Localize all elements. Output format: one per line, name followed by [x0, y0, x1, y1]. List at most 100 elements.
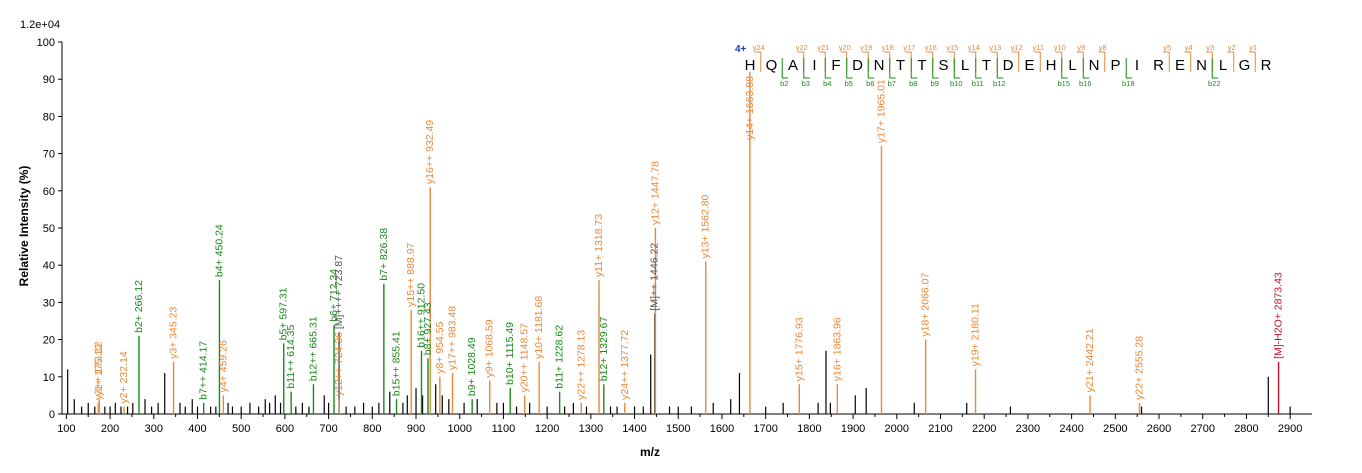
peptide-residue: N [1196, 57, 1207, 74]
peptide-residue: T [917, 57, 926, 74]
y-ion-label: y11 [1032, 43, 1044, 52]
peptide-residue: T [896, 57, 905, 74]
peak-label: y3++ 173.12 [92, 341, 104, 400]
y-tick-label: 40 [43, 260, 55, 272]
peptide-residue: F [831, 57, 840, 74]
peak-label: y22+ 2555.28 [1133, 336, 1145, 400]
peak-label: y9+ 1068.59 [484, 319, 496, 377]
peptide-residue: D [852, 57, 863, 74]
b-ion-label: b6 [866, 79, 874, 88]
y-ion-label: y8 [1099, 43, 1107, 52]
y-ion-bracket [819, 51, 826, 72]
x-tick-label: 2500 [1103, 423, 1127, 435]
peptide-residue: A [788, 57, 798, 74]
y-ion-bracket [1012, 51, 1020, 72]
y-ion-bracket [1034, 51, 1041, 72]
x-tick-label: 2800 [1234, 423, 1258, 435]
peak-label: y1+ 175.12 [93, 344, 105, 396]
y-ion-label: y18 [882, 43, 894, 52]
b-ion-bracket [975, 58, 982, 79]
peak-label: b11++ 614.35 [285, 324, 297, 388]
y-ion-bracket [754, 51, 762, 72]
x-tick-label: 2600 [1147, 423, 1171, 435]
b-ion-bracket [1211, 58, 1219, 79]
x-tick-label: 100 [57, 423, 75, 435]
b-ion-label: b11 [972, 79, 984, 88]
y-ion-bracket [1055, 51, 1063, 72]
peak-label: b12++ 665.31 [307, 316, 319, 381]
peak-label: y22++ 1278.13 [575, 330, 587, 400]
y-ion-bracket [1227, 51, 1235, 72]
peak-label: y15+ 1776.93 [793, 317, 805, 381]
y-ion-label: y3 [1206, 43, 1214, 52]
peak-label: b10+ 1115.49 [504, 322, 516, 385]
x-tick-label: 1700 [753, 423, 777, 435]
b-ion-bracket [889, 58, 896, 79]
y-ion-bracket [1163, 51, 1170, 72]
peptide-residue: I [812, 57, 816, 74]
x-axis-title: m/z [640, 445, 660, 459]
peptide-residue: L [1219, 57, 1227, 74]
y-ion-bracket [1184, 51, 1192, 72]
x-tick-label: 1900 [841, 423, 865, 435]
peak-label: y17+ 1965.01 [875, 79, 887, 143]
peak-label: y2+ 232.14 [118, 351, 130, 403]
b-ion-bracket [803, 58, 810, 79]
peak-label: [M]-H2O+ 2873.43 [1273, 272, 1285, 359]
y-tick-label: 70 [43, 149, 55, 161]
y-ion-bracket [969, 51, 977, 72]
peak-label: b2+ 266.12 [133, 280, 145, 333]
x-tick-label: 1000 [447, 423, 471, 435]
b-ion-label: b16 [1079, 79, 1092, 88]
x-tick-label: 1500 [666, 423, 690, 435]
charge-state: 4+ [735, 44, 747, 55]
peptide-residue: P [1110, 57, 1120, 74]
peak-label: b7++ 414.17 [198, 341, 210, 400]
y-ion-bracket [1077, 51, 1084, 72]
x-tick-label: 2000 [885, 423, 909, 435]
y-ion-label: y15 [946, 43, 958, 52]
peptide-residue: N [1089, 57, 1100, 74]
x-tick-label: 300 [145, 423, 163, 435]
x-tick-label: 800 [363, 423, 381, 435]
y-ion-bracket [1206, 51, 1213, 72]
b-ion-bracket [846, 58, 853, 79]
peptide-residue: R [1261, 57, 1272, 74]
x-tick-label: 2900 [1278, 423, 1302, 435]
peak-label: b8+ 927.43 [422, 302, 434, 355]
y-ion-label: y20 [839, 43, 851, 52]
peak-label: b5+ 597.31 [278, 287, 290, 340]
peptide-residue: G [1239, 57, 1251, 74]
peak-label: y12++ 724.36 [333, 332, 345, 396]
y-axis-title: Relative Intensity (%) [17, 166, 31, 287]
peak-label: y15++ 888.97 [405, 242, 417, 306]
y-ion-label: y9 [1077, 43, 1085, 52]
peak-label: y16+ 1863.96 [831, 317, 843, 381]
peptide-residue: E [1175, 57, 1185, 74]
y-ion-bracket [991, 51, 998, 72]
y-ion-label: y2 [1228, 43, 1236, 52]
peak-label: y13+ 1562.80 [700, 194, 712, 258]
peak-label: y17++ 983.48 [447, 306, 459, 370]
y-ion-label: y17 [903, 43, 915, 52]
b-ion-label: b2 [780, 79, 788, 88]
b-ion-label: b4 [823, 79, 831, 88]
b-ion-bracket [932, 58, 939, 79]
y-ion-label: y24 [753, 43, 765, 52]
peak-label: [M]++ 1446.22 [649, 243, 661, 311]
y-ion-label: y16 [925, 43, 937, 52]
b-ion-label: b10 [950, 79, 963, 88]
axes: 0 10 20 30 40 50 60 70 80 90 100 100 200 300 400 500 600… [37, 37, 1312, 435]
y-ion-label: y12 [1011, 43, 1023, 52]
y-tick-label: 0 [49, 409, 55, 421]
x-tick-label: 1800 [797, 423, 821, 435]
y-ion-label: y19 [860, 43, 872, 52]
peak-label: b11+ 1228.62 [554, 325, 566, 389]
b-ion-label: b12 [993, 79, 1006, 88]
x-tick-label: 400 [188, 423, 206, 435]
y-tick-label: 20 [43, 335, 55, 347]
peptide-residue: H [1046, 57, 1057, 74]
peak-label: y24++ 1377.72 [619, 330, 631, 400]
